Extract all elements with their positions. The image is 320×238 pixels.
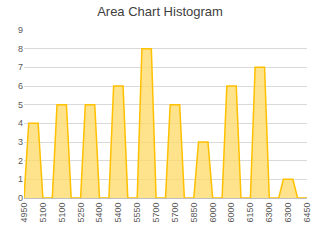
svg-text:5850: 5850: [189, 203, 199, 223]
svg-text:9: 9: [18, 25, 23, 35]
svg-text:4: 4: [18, 118, 23, 128]
svg-text:6000: 6000: [208, 203, 218, 223]
svg-text:6000: 6000: [226, 203, 236, 223]
svg-text:5400: 5400: [94, 203, 104, 223]
svg-text:5550: 5550: [132, 203, 142, 223]
svg-text:1: 1: [18, 174, 23, 184]
svg-text:5700: 5700: [151, 203, 161, 223]
svg-text:6300: 6300: [264, 203, 274, 223]
svg-text:5250: 5250: [76, 203, 86, 223]
svg-text:8: 8: [18, 44, 23, 54]
svg-text:2: 2: [18, 156, 23, 166]
svg-text:6450: 6450: [302, 203, 312, 223]
svg-text:7: 7: [18, 62, 23, 72]
svg-text:0: 0: [18, 193, 23, 203]
svg-text:5700: 5700: [170, 203, 180, 223]
svg-text:5400: 5400: [113, 203, 123, 223]
svg-text:Area Chart Histogram: Area Chart Histogram: [97, 4, 223, 19]
svg-text:5: 5: [18, 100, 23, 110]
svg-text:4950: 4950: [19, 203, 29, 223]
svg-text:3: 3: [18, 137, 23, 147]
svg-text:6: 6: [18, 81, 23, 91]
svg-text:6150: 6150: [245, 203, 255, 223]
svg-text:6300: 6300: [283, 203, 293, 223]
svg-text:5100: 5100: [38, 203, 48, 223]
svg-text:5100: 5100: [57, 203, 67, 223]
